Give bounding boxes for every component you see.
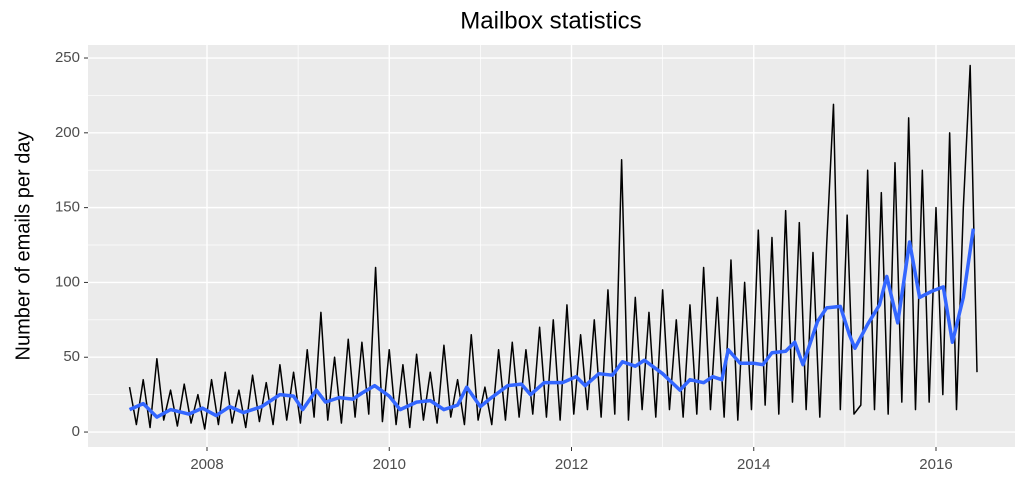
y-tick-label: 250: [55, 49, 80, 66]
data-line: [128, 64, 978, 430]
data-line: [128, 228, 976, 419]
y-tick-label: 100: [55, 273, 80, 290]
chart-title: Mailbox statistics: [460, 7, 641, 34]
y-tick-label: 50: [63, 348, 80, 365]
x-tick-label: 2012: [555, 456, 588, 473]
y-tick-label: 200: [55, 124, 80, 141]
x-tick-label: 2014: [737, 456, 770, 473]
x-tick-label: 2008: [190, 456, 223, 473]
y-tick-label: 150: [55, 199, 80, 216]
y-axis-label: Number of emails per day: [12, 132, 34, 361]
plot-background: [88, 45, 1015, 447]
x-tick-label: 2010: [373, 456, 406, 473]
x-tick-label: 2016: [919, 456, 952, 473]
y-tick-label: 0: [72, 423, 80, 440]
